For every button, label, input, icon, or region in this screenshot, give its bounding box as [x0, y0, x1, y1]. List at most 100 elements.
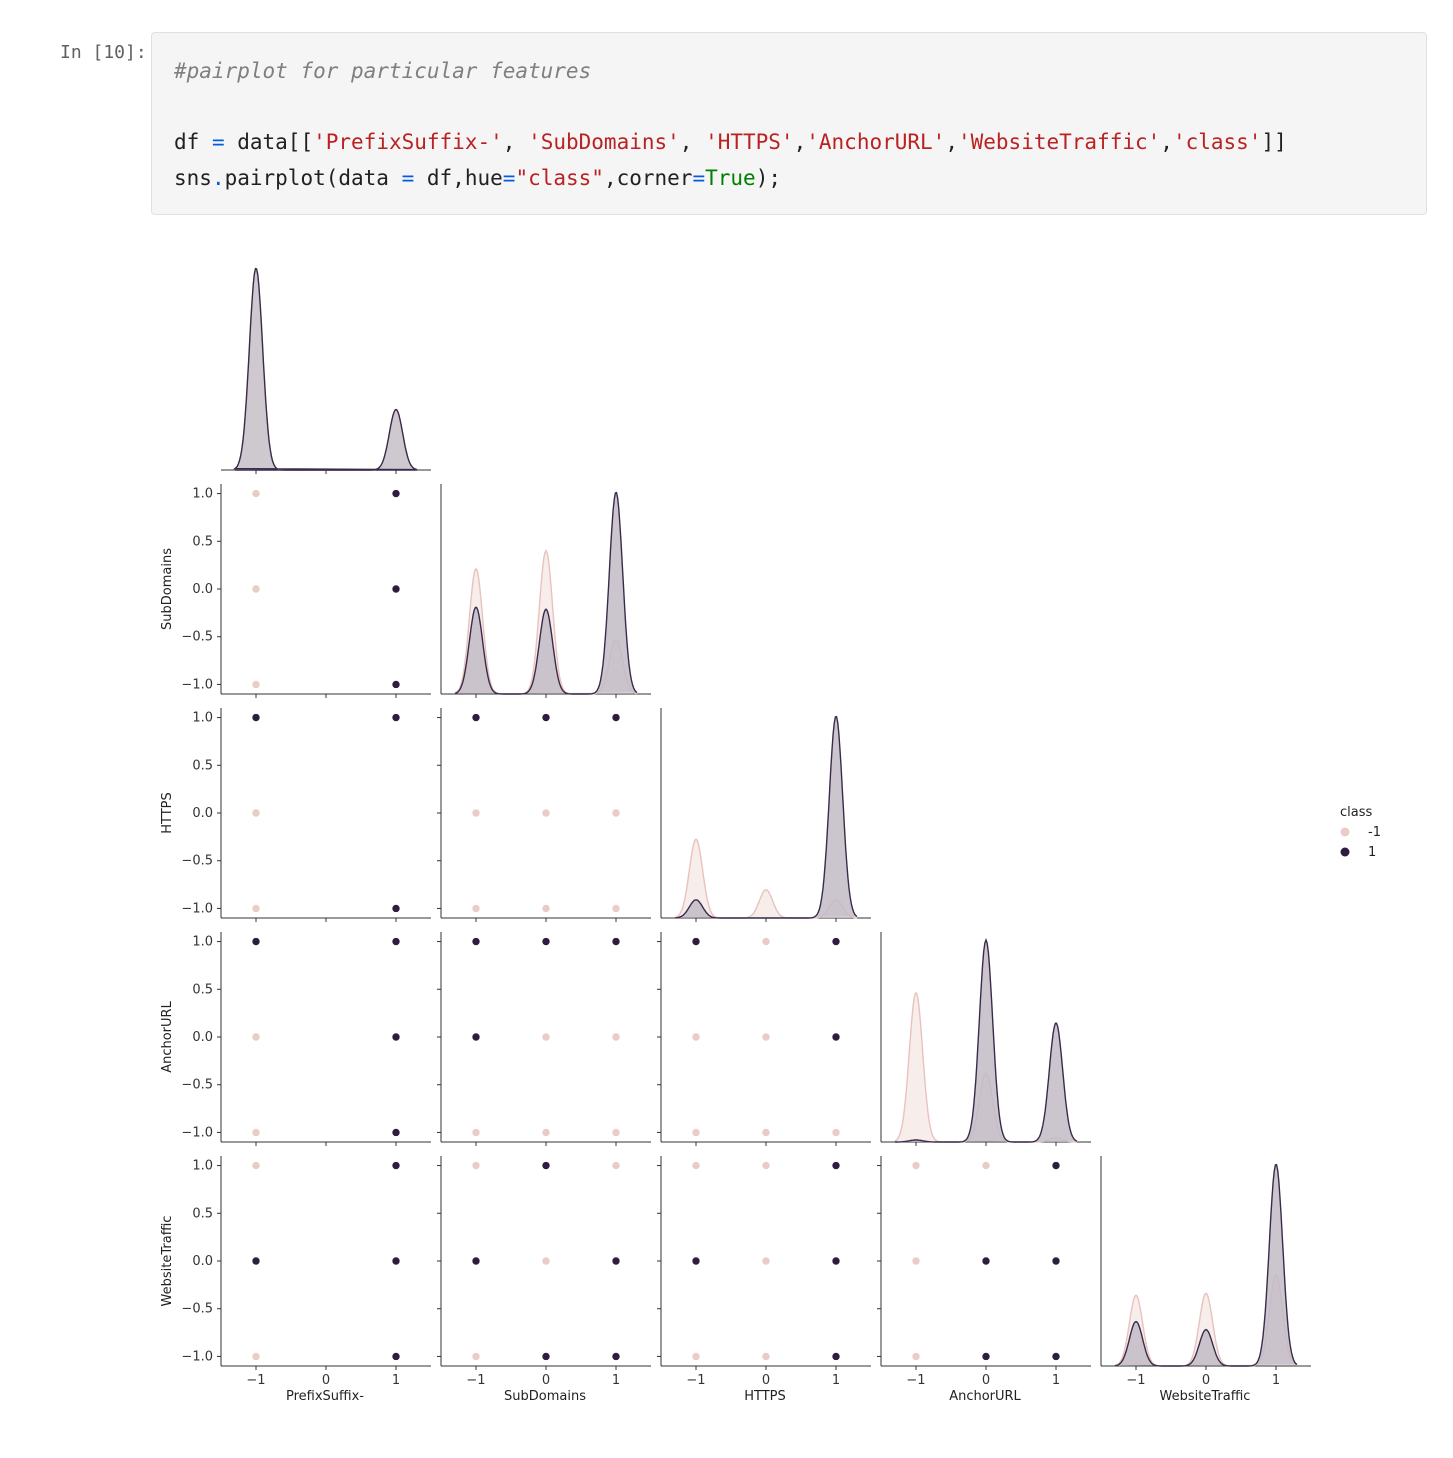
legend-label: -1: [1368, 825, 1381, 840]
panel-WebsiteTraffic-SubDomains: [437, 1156, 651, 1370]
code-string: 'SubDomains': [528, 130, 680, 154]
code-token: ,: [502, 130, 529, 154]
panel-AnchorURL-SubDomains: [437, 932, 651, 1146]
scatter-point-class-neg1: [611, 808, 621, 818]
kde-line-class-1: [674, 715, 858, 919]
scatter-point-class-1: [391, 937, 401, 946]
scatter-point-class-1: [391, 680, 401, 689]
scatter-point-class-neg1: [541, 808, 551, 818]
scatter-point-class-neg1: [251, 489, 261, 498]
scatter-point-class-1: [831, 1352, 841, 1361]
panel-WebsiteTraffic-WebsiteTraffic: [1100, 1156, 1311, 1370]
y-tick-label: 0.0: [192, 1254, 213, 1269]
scatter-point-class-1: [391, 1256, 401, 1266]
y-axis-label: SubDomains: [160, 548, 175, 630]
scatter-point-class-neg1: [761, 1256, 771, 1266]
scatter-point-class-1: [541, 713, 551, 722]
scatter-point-class-1: [831, 1256, 841, 1266]
scatter-point-class-neg1: [691, 1032, 701, 1042]
legend-marker: [1340, 847, 1350, 857]
scatter-point-class-1: [391, 904, 401, 913]
scatter-point-class-neg1: [981, 1161, 991, 1170]
x-tick-label: 1: [1052, 1373, 1060, 1388]
scatter-point-class-1: [611, 1256, 621, 1266]
y-tick-label: −1.0: [181, 677, 213, 692]
x-tick-label: −1: [246, 1373, 265, 1388]
scatter-point-class-neg1: [541, 904, 551, 913]
scatter-point-class-1: [611, 713, 621, 722]
scatter-point-class-1: [541, 937, 551, 946]
y-tick-label: −0.5: [181, 854, 213, 869]
x-axis-label: PrefixSuffix-: [286, 1389, 364, 1404]
code-cell[interactable]: #pairplot for particular features df = d…: [151, 32, 1427, 215]
y-axis-label: AnchorURL: [160, 1000, 175, 1072]
code-token: =: [211, 130, 225, 154]
x-tick-label: 1: [392, 1373, 400, 1388]
scatter-point-class-neg1: [471, 904, 481, 913]
x-axis-label: WebsiteTraffic: [1160, 1389, 1251, 1404]
scatter-point-class-neg1: [471, 1128, 481, 1137]
code-token: .: [211, 166, 225, 190]
x-tick-label: −1: [906, 1373, 925, 1388]
x-tick-label: 0: [982, 1373, 990, 1388]
scatter-point-class-neg1: [251, 1032, 261, 1042]
code-comment: #pairplot for particular features: [174, 59, 592, 83]
y-tick-label: 0.0: [192, 806, 213, 821]
code-string: 'WebsiteTraffic': [957, 130, 1161, 154]
scatter-point-class-1: [691, 937, 701, 946]
y-tick-label: −0.5: [181, 1302, 213, 1317]
code-token: ]]: [1261, 130, 1287, 154]
code-token: );: [755, 166, 781, 190]
kde-area-class-neg1: [1115, 1275, 1297, 1366]
code-token: ,: [1160, 130, 1173, 154]
scatter-point-class-1: [391, 584, 401, 594]
scatter-point-class-neg1: [611, 1161, 621, 1170]
scatter-point-class-neg1: [541, 1032, 551, 1042]
scatter-point-class-neg1: [471, 1161, 481, 1170]
kde-line-class-1: [454, 491, 638, 695]
scatter-point-class-neg1: [911, 1256, 921, 1266]
kde-area-class-1: [895, 940, 1077, 1142]
scatter-point-class-neg1: [691, 1128, 701, 1137]
code-string: 'HTTPS': [705, 130, 794, 154]
x-tick-label: 1: [1272, 1373, 1280, 1388]
code-token: ,: [679, 130, 706, 154]
x-tick-label: 0: [762, 1373, 770, 1388]
scatter-point-class-neg1: [251, 1352, 261, 1361]
code-string: 'class': [1172, 130, 1262, 154]
scatter-point-class-1: [471, 1256, 481, 1266]
panel-AnchorURL-AnchorURL: [880, 932, 1091, 1146]
x-axis-label: AnchorURL: [949, 1389, 1021, 1404]
y-axis-label: HTTPS: [160, 792, 175, 834]
code-token: ,: [945, 130, 958, 154]
x-tick-label: −1: [466, 1373, 485, 1388]
scatter-point-class-neg1: [611, 1128, 621, 1137]
y-tick-label: −0.5: [181, 1078, 213, 1093]
scatter-point-class-1: [691, 1256, 701, 1266]
code-string: 'PrefixSuffix-': [313, 130, 503, 154]
scatter-point-class-neg1: [541, 1128, 551, 1137]
kde-overlap-area: [233, 267, 418, 471]
panel-WebsiteTraffic-HTTPS: [657, 1156, 871, 1370]
x-tick-label: 0: [1202, 1373, 1210, 1388]
x-axis-label: SubDomains: [504, 1389, 586, 1404]
panel-WebsiteTraffic-PrefixSuffix-: [217, 1156, 431, 1370]
code-keyword: True: [705, 166, 756, 190]
panel-AnchorURL-PrefixSuffix-: [217, 932, 431, 1146]
panel-WebsiteTraffic-AnchorURL: [877, 1156, 1091, 1370]
scatter-point-class-1: [471, 1032, 481, 1042]
scatter-point-class-neg1: [761, 937, 771, 946]
code-line-pairplot: sns.pairplot(data = df,hue="class",corne…: [174, 166, 781, 190]
legend-label: 1: [1368, 845, 1376, 860]
scatter-point-class-neg1: [691, 1352, 701, 1361]
x-tick-label: 1: [612, 1373, 620, 1388]
scatter-point-class-neg1: [471, 808, 481, 818]
scatter-point-class-neg1: [911, 1352, 921, 1361]
y-tick-label: 0.5: [192, 982, 213, 997]
panel-HTTPS-PrefixSuffix-: [217, 708, 431, 922]
scatter-point-class-1: [611, 1352, 621, 1361]
y-tick-label: −1.0: [181, 901, 213, 916]
scatter-point-class-neg1: [251, 680, 261, 689]
scatter-point-class-neg1: [541, 1256, 551, 1266]
